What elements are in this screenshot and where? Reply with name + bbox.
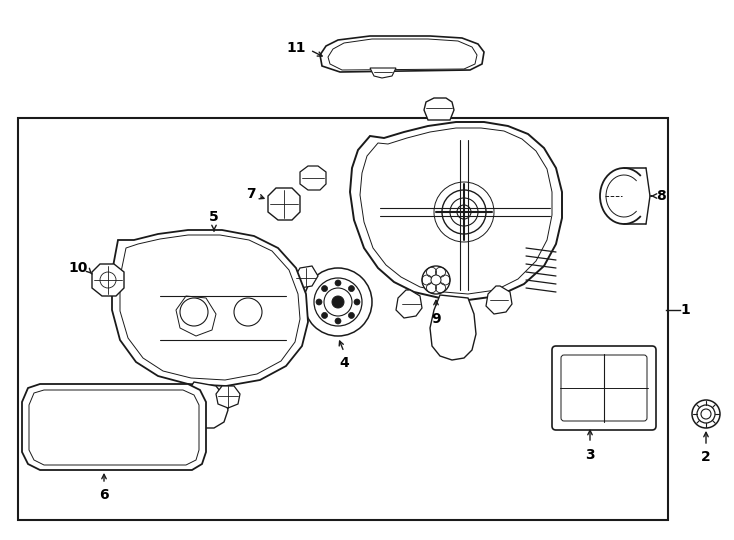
Circle shape [697,405,715,423]
Text: 4: 4 [339,356,349,370]
Polygon shape [430,295,476,360]
Text: 2: 2 [701,450,711,464]
Circle shape [692,400,720,428]
Polygon shape [112,230,308,386]
Circle shape [457,205,471,219]
Circle shape [304,268,372,336]
Polygon shape [424,98,454,120]
Circle shape [354,299,360,305]
Text: 8: 8 [656,189,666,203]
Polygon shape [216,386,240,408]
Circle shape [431,275,441,285]
Polygon shape [396,290,422,318]
Circle shape [422,266,450,294]
Circle shape [321,286,327,292]
Polygon shape [320,36,484,72]
Polygon shape [486,286,512,314]
Polygon shape [22,384,206,470]
Polygon shape [350,122,562,300]
Text: 10: 10 [68,261,88,275]
Polygon shape [370,68,396,78]
Circle shape [335,318,341,324]
Circle shape [321,313,327,319]
Text: 9: 9 [431,312,441,326]
Circle shape [701,409,711,419]
Text: 6: 6 [99,488,109,502]
Polygon shape [300,166,326,190]
Text: 11: 11 [286,41,306,55]
Text: 7: 7 [247,187,256,201]
Bar [18,118,668,520]
Circle shape [349,313,355,319]
Circle shape [332,296,344,308]
Circle shape [316,299,322,305]
Polygon shape [92,264,124,296]
Circle shape [324,288,352,316]
Circle shape [349,286,355,292]
Circle shape [450,198,478,226]
Circle shape [442,190,486,234]
Text: 1: 1 [680,303,690,317]
FancyBboxPatch shape [552,346,656,430]
Polygon shape [268,188,300,220]
Text: 3: 3 [585,448,595,462]
Circle shape [335,280,341,286]
Polygon shape [182,382,228,428]
Circle shape [314,278,362,326]
Polygon shape [294,266,318,288]
Text: 5: 5 [209,210,219,224]
